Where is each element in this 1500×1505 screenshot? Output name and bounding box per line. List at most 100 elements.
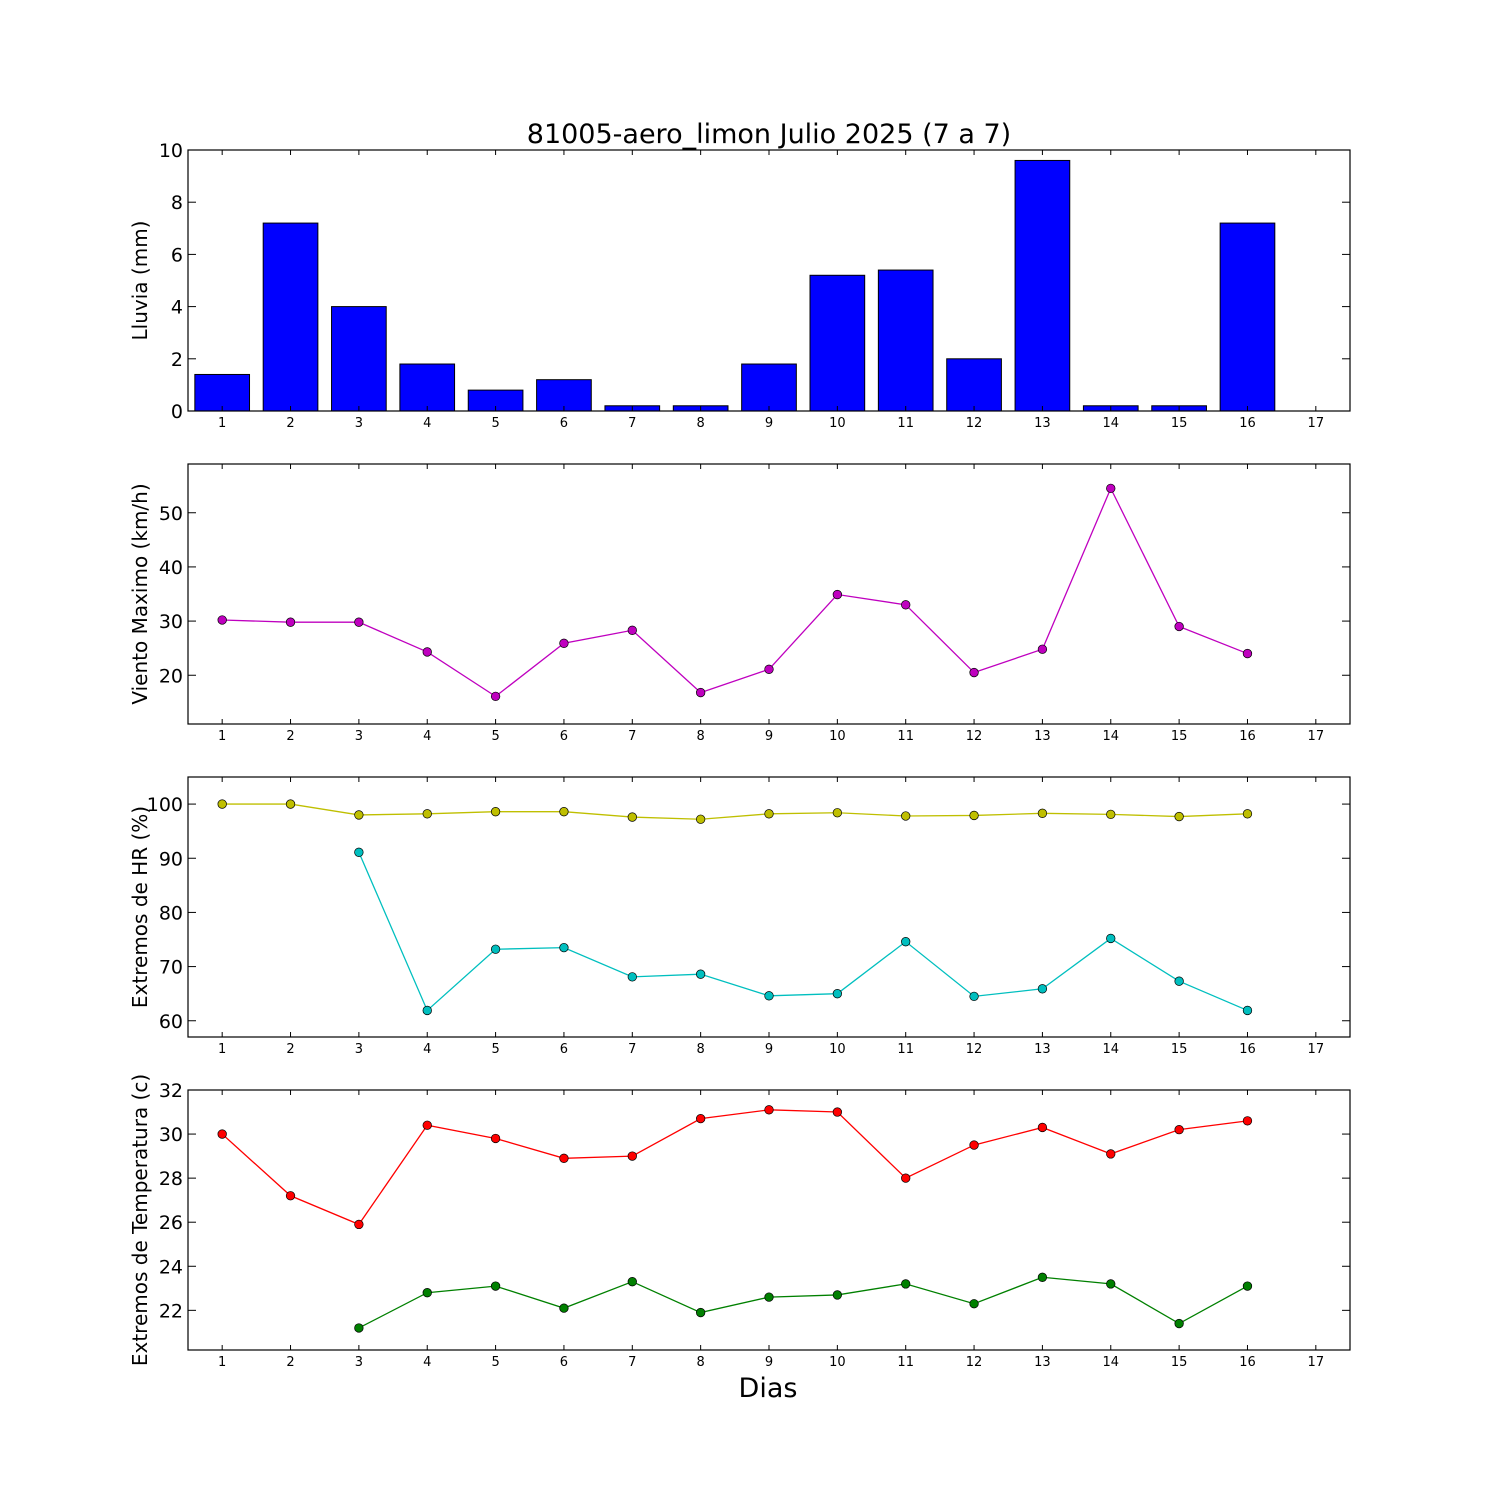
data-point (559, 1153, 569, 1163)
x-tick-label: 14 (1102, 1042, 1119, 1057)
data-point (1242, 1281, 1253, 1291)
data-point (559, 942, 569, 953)
data-point (490, 944, 501, 954)
y-tick-label: 28 (159, 1168, 183, 1190)
data-point (832, 589, 842, 600)
y-tick-label: 6 (171, 244, 183, 266)
y-tick-label: 26 (159, 1212, 183, 1234)
x-tick-label: 10 (829, 729, 846, 744)
y-tick-label: 24 (159, 1256, 183, 1278)
x-tick-label: 16 (1239, 1355, 1256, 1370)
x-tick-label: 12 (966, 416, 983, 431)
x-tick-label: 5 (491, 1355, 499, 1370)
data-point (832, 1290, 842, 1300)
x-tick-label: 17 (1308, 1042, 1325, 1057)
data-point (285, 1191, 296, 1201)
series-line (221, 1109, 1248, 1226)
x-tick-label: 17 (1308, 729, 1325, 744)
data-point (1174, 1125, 1184, 1135)
x-tick-label: 10 (829, 416, 846, 431)
x-tick-label: 12 (966, 1042, 983, 1057)
x-tick-label: 10 (829, 1042, 846, 1057)
x-tick-label: 7 (628, 416, 636, 431)
data-point (832, 808, 842, 818)
x-tick-label: 17 (1308, 416, 1325, 431)
x-tick-label: 1 (218, 416, 226, 431)
y-tick-label: 22 (159, 1300, 183, 1322)
data-point (901, 1279, 911, 1289)
data-point (1037, 984, 1048, 994)
data-point (1242, 1005, 1253, 1016)
data-point (1106, 483, 1116, 494)
y-tick-label: 10 (159, 140, 183, 162)
bar (331, 306, 387, 412)
x-tick-label: 14 (1102, 416, 1119, 431)
x-tick-label: 3 (355, 1355, 363, 1370)
data-point (1037, 1122, 1048, 1133)
bar (809, 274, 866, 412)
x-tick-label: 5 (491, 729, 499, 744)
x-tick-label: 4 (423, 729, 431, 744)
data-point (1242, 648, 1253, 659)
data-point (764, 664, 774, 674)
x-tick-label: 3 (355, 1042, 363, 1057)
data-point (969, 667, 979, 678)
data-point (354, 617, 364, 627)
y-tick-label: 8 (171, 192, 183, 214)
y-tick-label: 2 (171, 349, 183, 371)
data-point (901, 811, 911, 821)
data-point (696, 814, 706, 824)
x-tick-label: 6 (560, 416, 568, 431)
data-point (1106, 933, 1116, 944)
bar (946, 358, 1002, 412)
x-tick-label: 9 (765, 1355, 773, 1370)
x-tick-label: 6 (560, 1355, 568, 1370)
data-point (696, 687, 706, 698)
x-tick-label: 6 (560, 729, 568, 744)
panel-3: 1 2 3 4 5 6 7 8 9 10 11 12 13 14 15 16 1760708090100Extr… (128, 776, 1351, 1057)
data-point (559, 807, 569, 817)
y-tick-label: 20 (159, 665, 183, 687)
x-tick-label: 15 (1171, 416, 1188, 431)
x-tick-label: 4 (423, 1355, 431, 1370)
bar (877, 269, 934, 412)
x-tick-label: 11 (897, 729, 914, 744)
x-tick-label: 10 (829, 1355, 846, 1370)
data-point (969, 810, 979, 821)
data-point (627, 812, 637, 822)
x-tick-label: 15 (1171, 729, 1188, 744)
data-point (1106, 809, 1116, 820)
x-tick-label: 1 (218, 1355, 226, 1370)
bar (741, 363, 797, 412)
data-point (969, 991, 979, 1002)
x-tick-label: 8 (697, 1355, 705, 1370)
x-tick-label: 5 (491, 1042, 499, 1057)
data-point (354, 847, 364, 857)
x-tick-label: 2 (286, 1042, 294, 1057)
data-point (490, 807, 501, 817)
x-tick-label: 7 (628, 1042, 636, 1057)
data-point (217, 615, 227, 625)
bar (262, 222, 319, 412)
x-tick-label: 1 (218, 729, 226, 744)
bar (1014, 159, 1071, 412)
data-point (696, 969, 706, 979)
data-point (354, 1323, 364, 1333)
x-axis-label: Dias (739, 1373, 798, 1404)
data-point (901, 1173, 911, 1183)
data-point (354, 810, 364, 820)
data-point (764, 1105, 774, 1115)
series-line (222, 803, 1248, 820)
data-point (1174, 1318, 1184, 1329)
y-tick-label: 0 (171, 401, 183, 423)
bar (194, 373, 251, 412)
y-axis-label: Viento Maximo (km/h) (128, 483, 152, 704)
panel-4: 1 2 3 4 5 6 7 8 9 10 11 12 13 14 15 16 17222426283032Ext… (128, 1074, 1351, 1370)
x-tick-label: 4 (423, 416, 431, 431)
data-point (559, 1303, 569, 1313)
series-line (358, 852, 1248, 1012)
series-line (358, 1276, 1248, 1329)
x-tick-label: 13 (1034, 416, 1051, 431)
data-point (832, 989, 842, 999)
